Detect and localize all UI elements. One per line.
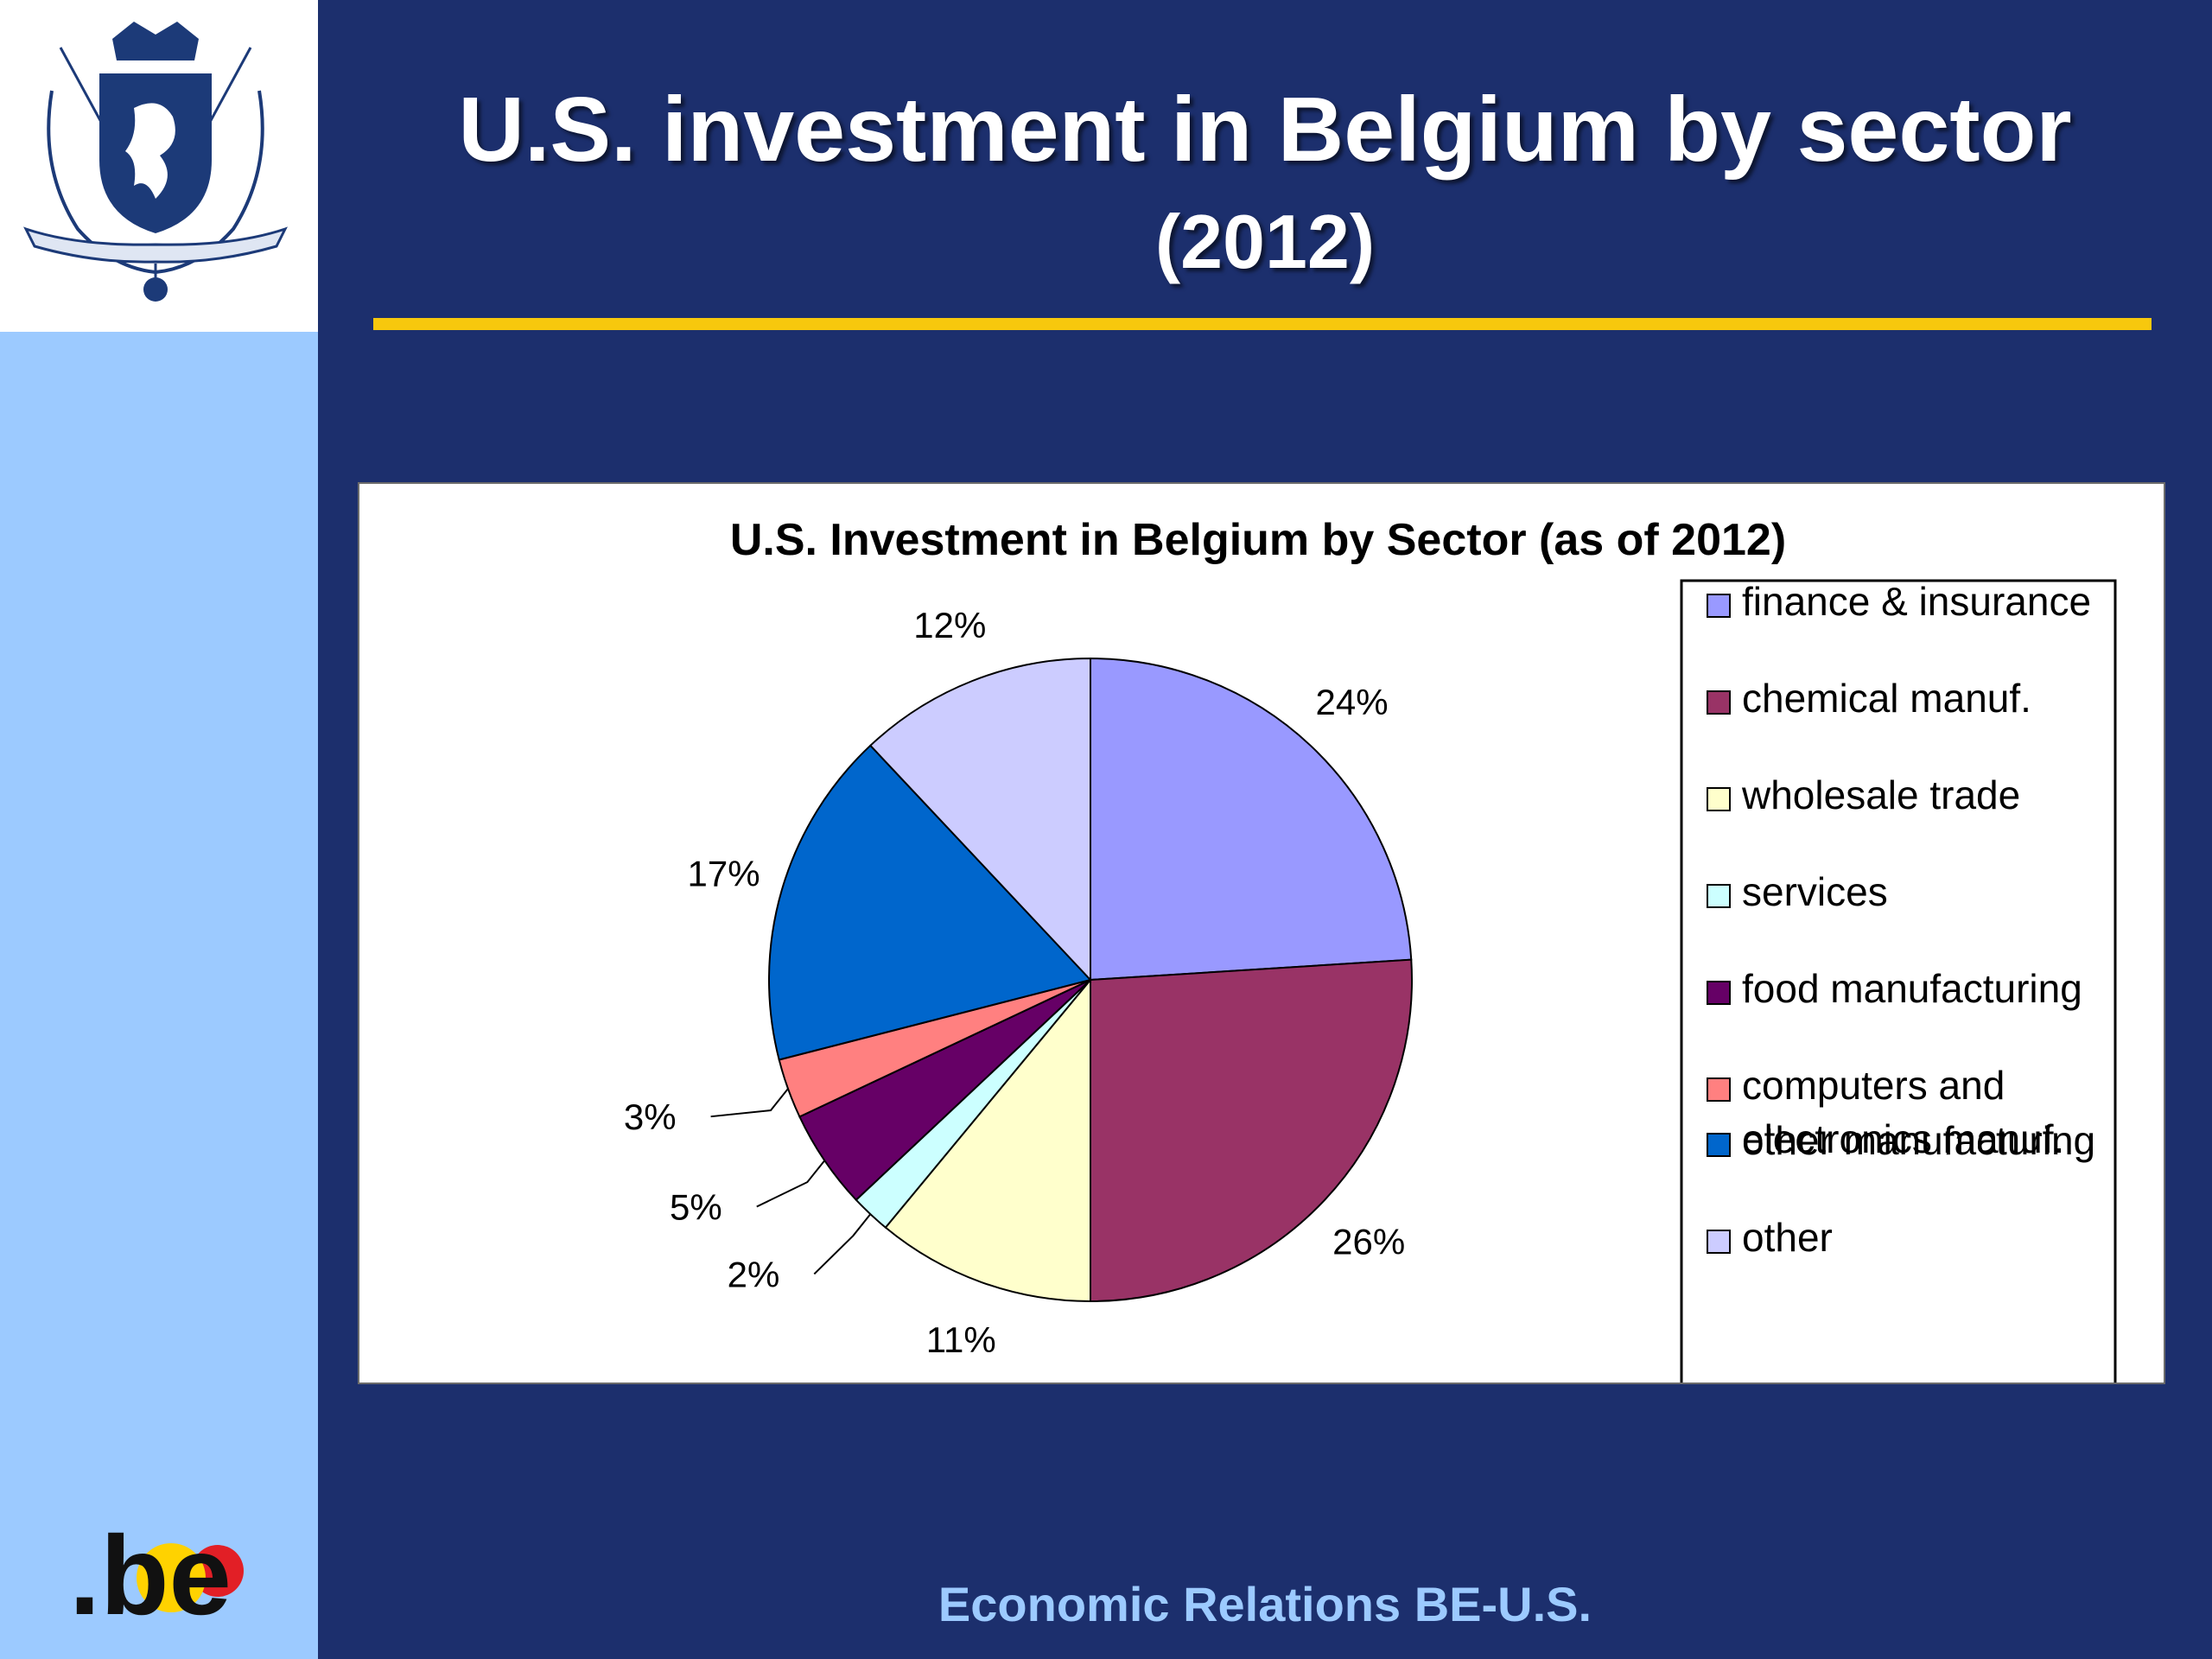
coat-of-arms-icon [23, 22, 288, 302]
data-label-computers-and-electronics-manuf: 3% [624, 1096, 677, 1137]
legend-swatch-other [1707, 1230, 1731, 1254]
pie-slice-wholesale-trade [884, 977, 1091, 1303]
chart-title: U.S. Investment in Belgium by Sector (as… [730, 515, 1786, 565]
pie-slices [768, 657, 1413, 1303]
legend-swatch-chemical-manuf [1707, 690, 1731, 715]
leader-line-food-manufacturing [756, 1160, 826, 1208]
legend-label-wholesale-trade: wholesale trade [1741, 772, 2020, 817]
slide-title: U.S. investment in Belgium by sector [458, 79, 2072, 181]
data-labels: 24% 26% 11% 2%5% 3% 17% 12% [624, 605, 1405, 1360]
legend-label-other-manufacturing: other manufacturing [1742, 1118, 2095, 1163]
legend-label-computers-and-electronics-manuf-line2: electronics manuf. [1742, 1116, 2064, 1161]
leader-line-computers-and-electronics-manuf [710, 1088, 789, 1118]
pie-slice-finance-insurance [1090, 657, 1413, 982]
legend-label-finance-insurance: finance & insurance [1742, 579, 2091, 624]
legend-swatch-other-manufacturing [1707, 1133, 1731, 1157]
data-label-finance-insurance: 24% [1316, 682, 1389, 722]
legend-label-other: other [1742, 1215, 1833, 1260]
coat-of-arms-logo [0, 0, 318, 332]
pie-slice-chemical-manuf [1090, 958, 1413, 1303]
data-label-other: 12% [913, 605, 986, 645]
legend-label-computers-and-electronics-manuf: computers and [1742, 1063, 2005, 1108]
leader-line-services [813, 1213, 872, 1275]
legend-label-chemical-manuf: chemical manuf. [1742, 676, 2031, 721]
be-logo-text: .be [69, 1512, 232, 1633]
slide-subtitle: (2012) [1154, 199, 1376, 284]
legend-swatch-computers-and-electronics-manuf [1707, 1077, 1731, 1102]
title-divider [373, 318, 2152, 330]
legend-label-services: services [1742, 869, 1888, 914]
slide-footer: Economic Relations BE-U.S. [938, 1577, 1592, 1631]
legend-swatch-finance-insurance [1707, 594, 1731, 618]
legend-swatch-wholesale-trade [1707, 787, 1731, 811]
data-label-wholesale-trade: 11% [926, 1319, 996, 1360]
data-label-chemical-manuf: 26% [1332, 1222, 1405, 1262]
data-label-services: 2% [728, 1254, 780, 1294]
pie-slice-other-manufacturing [768, 744, 1092, 1061]
pie-chart: U.S. Investment in Belgium by Sector (as… [624, 515, 2117, 1382]
legend-swatch-services [1707, 884, 1731, 908]
pie-slice-other [868, 657, 1091, 982]
data-label-food-manufacturing: 5% [670, 1186, 722, 1227]
data-label-other-manufacturing: 17% [688, 854, 760, 894]
chart-legend: finance & insurance chemical manuf. wholes… [1680, 579, 2117, 1382]
chart-panel: U.S. Investment in Belgium by Sector (as… [358, 482, 2165, 1384]
legend-label-food-manufacturing: food manufacturing [1742, 966, 2082, 1011]
legend-box [1680, 579, 2117, 1382]
legend-swatch-food-manufacturing [1707, 981, 1731, 1005]
be-logo: .be [69, 1512, 244, 1633]
